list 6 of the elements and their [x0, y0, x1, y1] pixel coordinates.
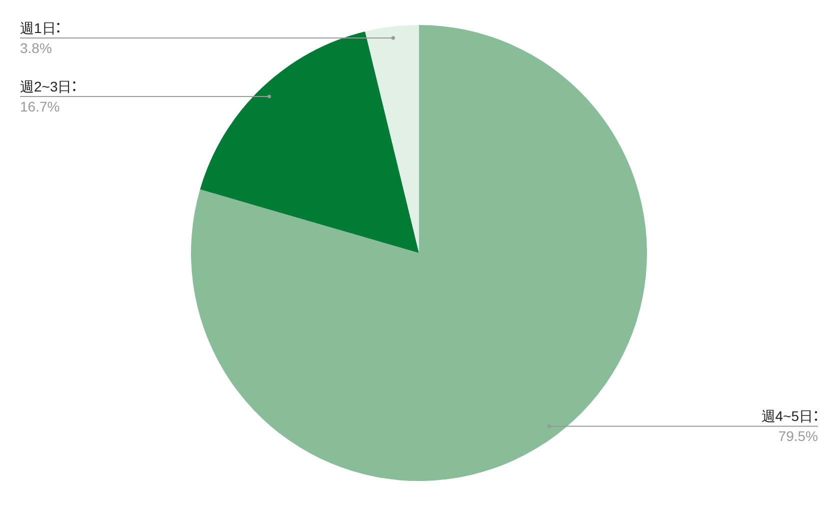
slice-label: 週1日 [20, 20, 56, 36]
slice-label: 週2~3日 [20, 78, 72, 95]
data-label: 79.5% [778, 428, 818, 444]
data-label: 16.7% [20, 98, 60, 115]
slice-label: 週4~5日 [761, 408, 813, 424]
data-label: 3.8% [20, 40, 52, 56]
